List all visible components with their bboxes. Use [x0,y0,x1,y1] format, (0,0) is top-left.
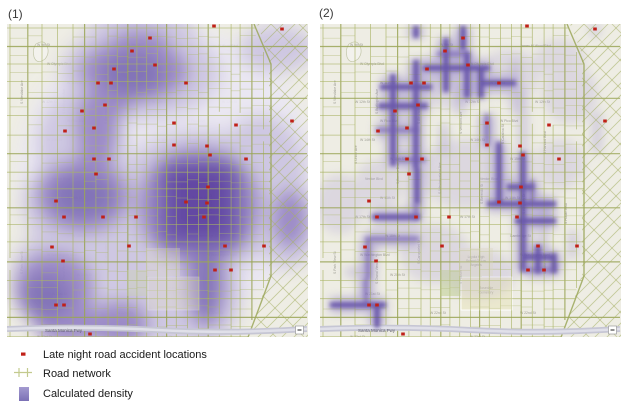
svg-text:(1): (1) [8,7,23,21]
svg-text:Calculated density: Calculated density [43,388,133,400]
svg-text:Late night road accident locat: Late night road accident locations [43,349,207,361]
svg-text:Road network: Road network [43,368,111,380]
svg-text:(2): (2) [319,6,334,20]
